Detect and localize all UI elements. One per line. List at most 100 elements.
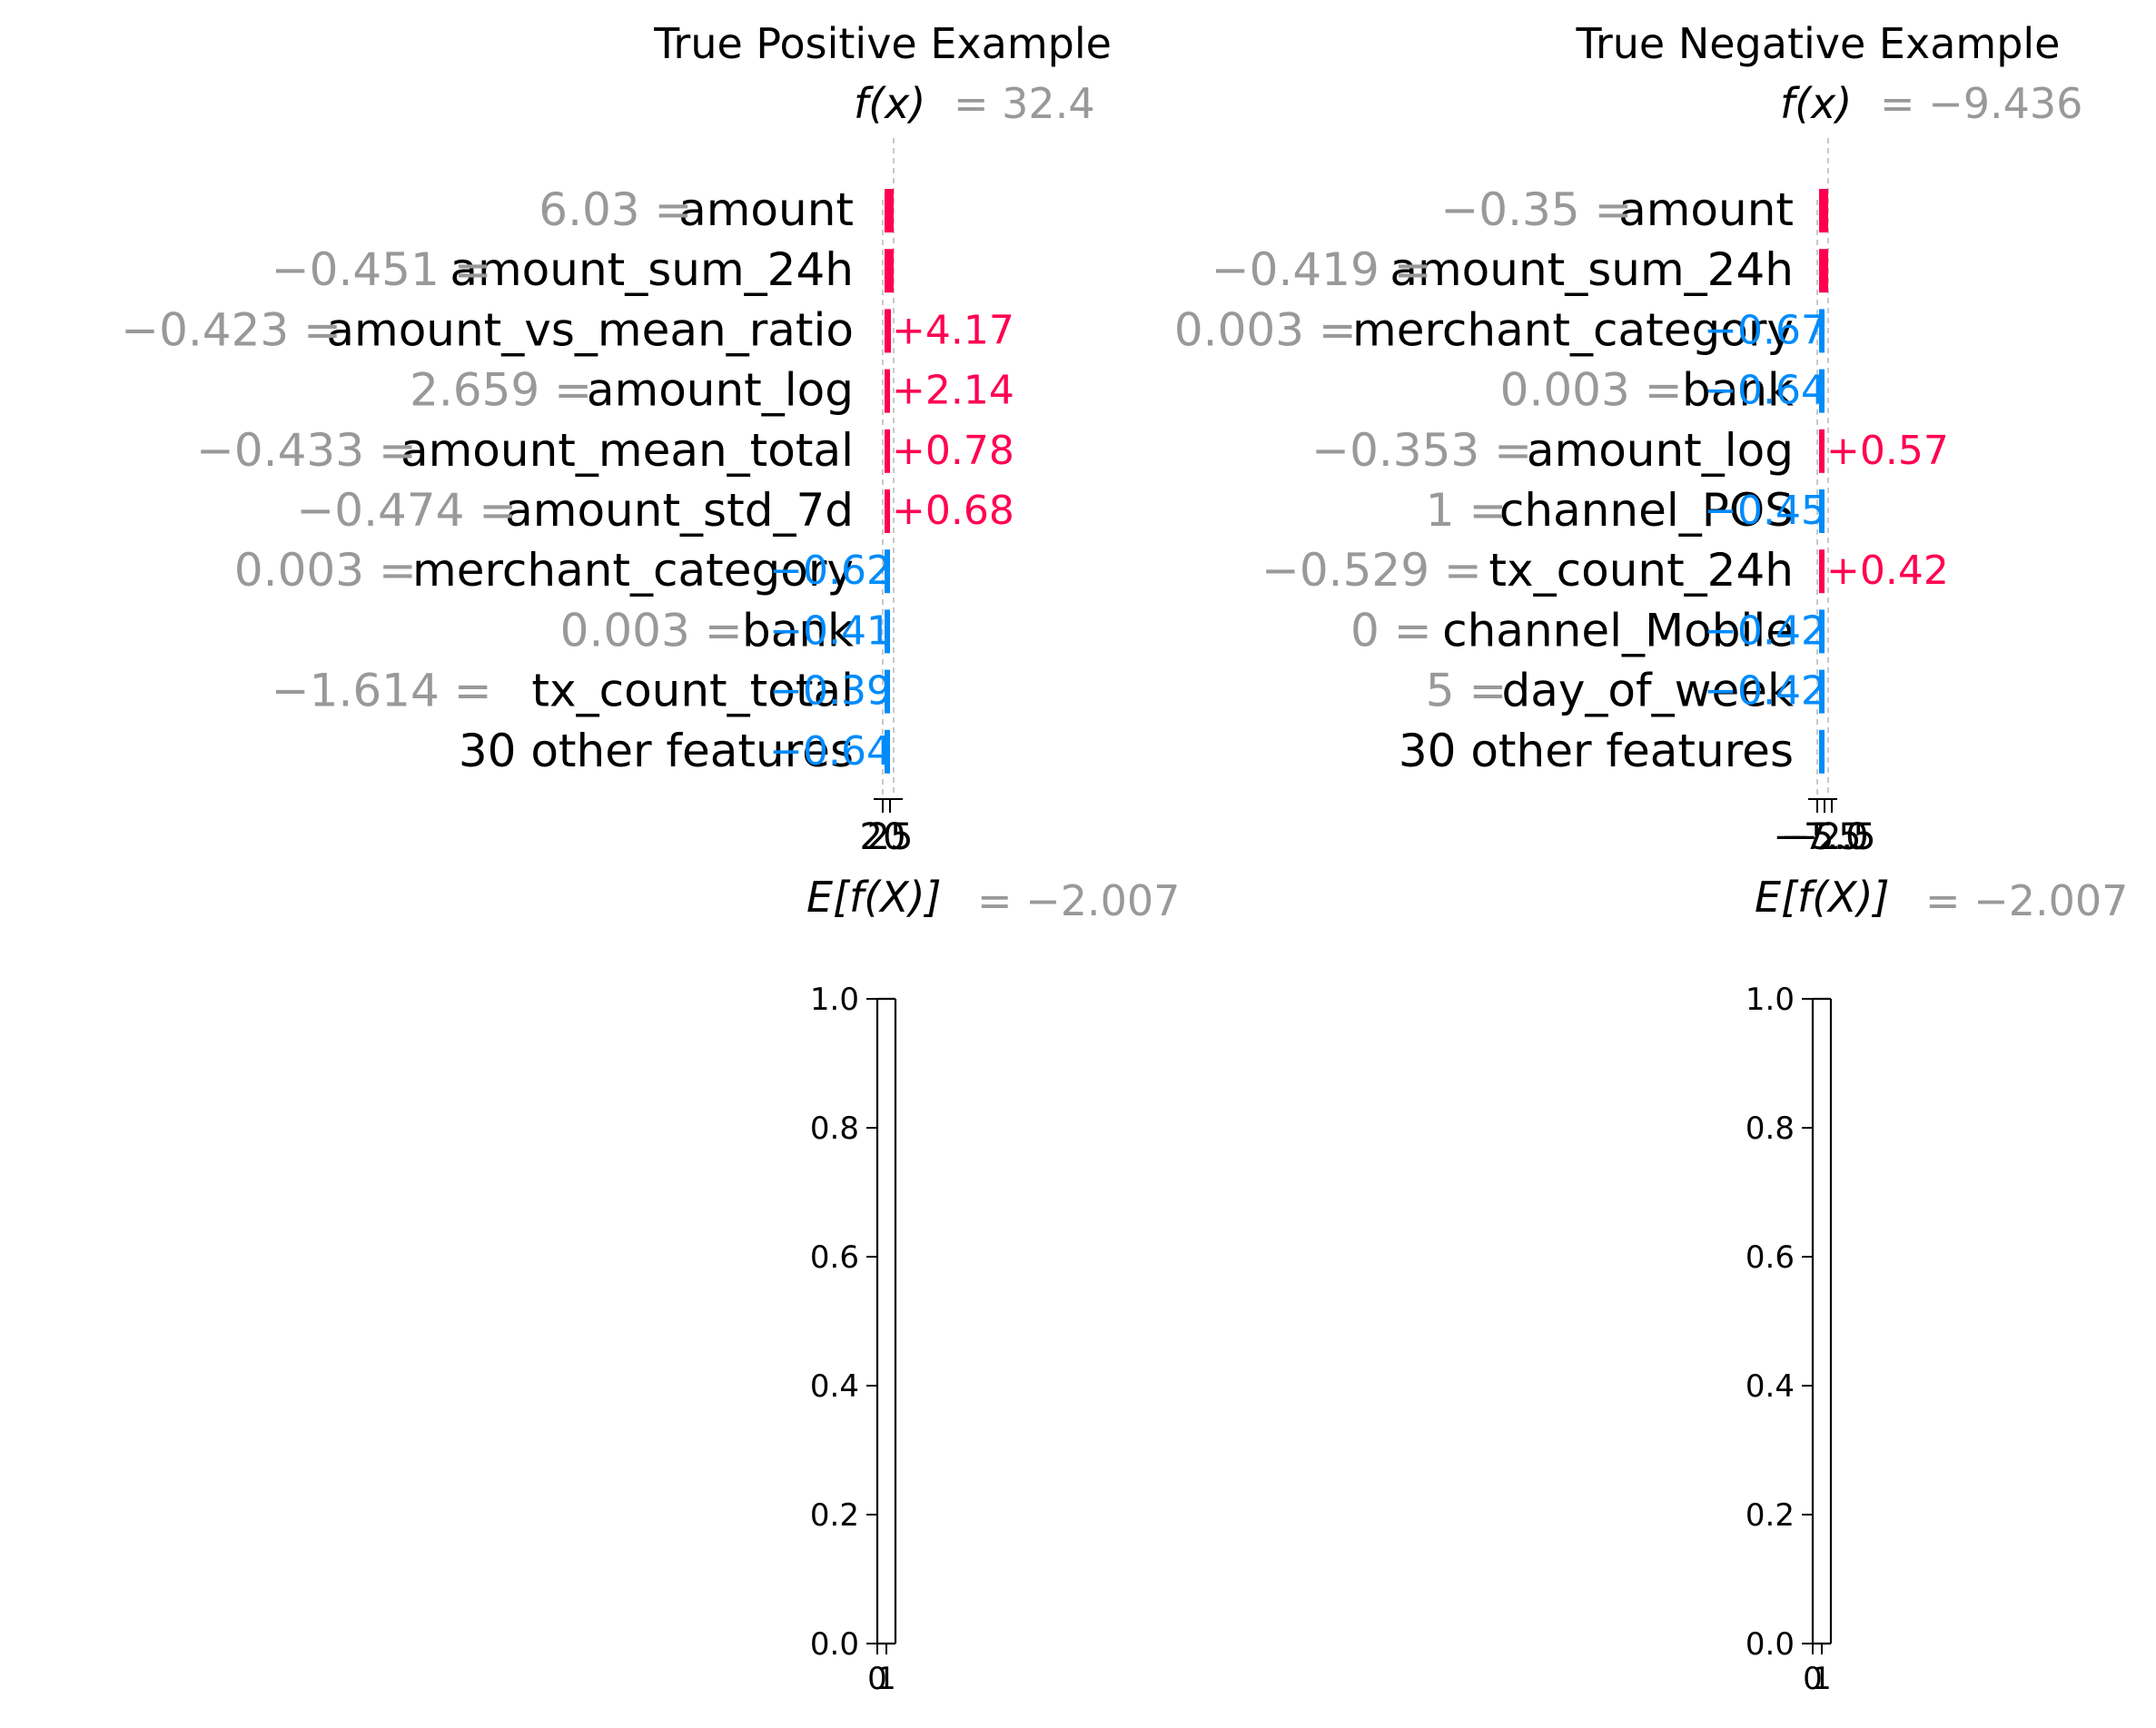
feature-row: 30 other features — [1399, 725, 1825, 777]
fx-value: = 32.4 — [954, 79, 1095, 128]
chart-title: True Positive Example — [653, 19, 1112, 68]
contribution-bar — [1819, 309, 1825, 353]
feature-name: amount_sum_24h — [450, 243, 854, 296]
feature-row: tx_count_total −1.614 = −0.39 — [272, 665, 892, 717]
y-tick-label: 0.6 — [1746, 1239, 1795, 1276]
fx-label: f(x) — [1780, 79, 1852, 128]
y-tick-label: 1.0 — [810, 982, 859, 1018]
y-tick-label: 1.0 — [1746, 982, 1795, 1018]
x-tick-label: 1 — [876, 1661, 896, 1697]
x-tick-label: 25 — [867, 816, 914, 858]
y-tick-label: 0.4 — [810, 1368, 859, 1405]
feature-value: 0.003 = — [1500, 364, 1683, 417]
feature-value: 0 = — [1350, 604, 1432, 657]
contribution-label: −0.67 — [1704, 307, 1826, 353]
feature-row: tx_count_24h−0.529 = +0.42 — [1261, 544, 1949, 597]
contribution-label: −0.64 — [769, 728, 892, 775]
x-tick-label: −2.5 — [1787, 816, 1875, 858]
empty-axes-panel: 1.0 0.8 0.6 0.4 0.2 0.001 — [810, 982, 897, 1697]
y-tick-label: 0.0 — [1746, 1626, 1795, 1663]
contribution-bar — [885, 729, 890, 774]
feature-name: amount — [678, 183, 854, 236]
x-tick-label: 0 — [1803, 1661, 1823, 1697]
contribution-label: −0.42 — [1704, 668, 1826, 715]
feature-name: amount_sum_24h — [1390, 243, 1794, 296]
x-tick-label: −7.5 — [1773, 816, 1861, 858]
y-tick-label: 0.8 — [810, 1111, 859, 1147]
feature-value: −0.353 = — [1311, 424, 1532, 477]
feature-value: −0.474 = — [296, 484, 517, 537]
feature-value: −0.451 = — [272, 243, 492, 296]
contribution-label: +0.42 — [1826, 548, 1949, 594]
feature-name: bank — [742, 604, 854, 657]
contribution-label: +0.78 — [892, 428, 1014, 474]
contribution-label: −0.45 — [1704, 488, 1826, 534]
feature-name: merchant_category — [412, 544, 854, 597]
feature-name: channel_POS — [1499, 484, 1794, 537]
feature-row: amount_mean_total−0.433 = +0.78 — [196, 424, 1014, 477]
y-tick-label: 0.2 — [810, 1497, 859, 1534]
feature-name: 30 other features — [459, 725, 854, 777]
feature-value: −0.529 = — [1261, 544, 1482, 597]
ex-label: E[f(X)] — [1755, 873, 1890, 922]
x-tick-label: −5.0 — [1780, 816, 1868, 858]
contribution-label: +0.57 — [1826, 428, 1949, 474]
contribution-label: −0.62 — [769, 548, 892, 594]
feature-name: amount — [1618, 183, 1794, 236]
contribution-label: −0.41 — [769, 607, 892, 654]
contribution-bar — [885, 489, 890, 533]
feature-name: amount_mean_total — [401, 424, 854, 477]
contribution-bar — [885, 309, 892, 353]
y-tick-label: 0.6 — [810, 1239, 859, 1276]
contribution-bar — [885, 189, 894, 232]
feature-value: 5 = — [1426, 665, 1508, 717]
contribution-bar — [1819, 729, 1825, 774]
feature-name: amount_log — [587, 364, 854, 417]
contribution-bar — [1819, 369, 1825, 413]
feature-value: −0.423 = — [121, 303, 341, 356]
contribution-bar — [1819, 549, 1825, 594]
y-tick-label: 0.2 — [1746, 1497, 1795, 1534]
empty-axes-panel: 1.0 0.8 0.6 0.4 0.2 0.001 — [1746, 982, 1833, 1697]
contribution-label: +2.14 — [892, 368, 1014, 414]
ex-value: = −2.007 — [977, 876, 1180, 925]
feature-value: 0.003 = — [1174, 303, 1357, 356]
feature-row: amount_log−0.353 = +0.57 — [1311, 424, 1949, 477]
feature-name: day_of_week — [1501, 665, 1794, 717]
feature-name: amount_std_7d — [505, 484, 854, 537]
feature-value: −0.419 = — [1212, 243, 1432, 296]
feature-row: amount_sum_24h−0.419 = — [1212, 243, 1828, 296]
feature-name: tx_count_total — [531, 665, 854, 717]
ex-label: E[f(X)] — [806, 873, 942, 922]
feature-value: −0.35 = — [1440, 183, 1632, 236]
feature-row: amount_std_7d−0.474 = +0.68 — [296, 484, 1014, 537]
feature-row: 30 other features−0.64 — [459, 725, 892, 777]
fx-label: f(x) — [854, 79, 925, 128]
feature-name: merchant_category — [1352, 303, 1794, 356]
contribution-bar — [1819, 489, 1825, 533]
contribution-bar — [1819, 429, 1825, 473]
feature-name: amount_vs_mean_ratio — [326, 303, 854, 356]
contribution-label: −0.39 — [769, 668, 892, 715]
y-tick-label: 0.4 — [1746, 1368, 1795, 1405]
feature-name: 30 other features — [1399, 725, 1794, 777]
contribution-bar — [885, 369, 890, 413]
contribution-bar — [885, 609, 890, 654]
fx-value: = −9.436 — [1880, 79, 2082, 128]
contribution-bar — [885, 549, 890, 594]
feature-name: channel_Mobile — [1442, 604, 1794, 657]
feature-name: amount_log — [1527, 424, 1794, 477]
contribution-bar — [885, 249, 894, 293]
contribution-bar — [1819, 669, 1825, 714]
contribution-label: −0.64 — [1704, 368, 1826, 414]
